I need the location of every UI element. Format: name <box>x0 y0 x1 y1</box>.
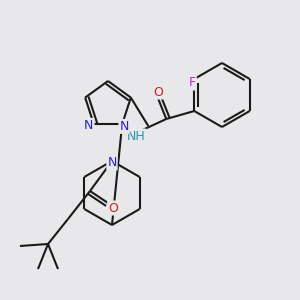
Text: N: N <box>84 119 94 132</box>
Text: NH: NH <box>127 130 146 142</box>
Text: F: F <box>189 76 196 89</box>
Text: O: O <box>108 202 118 214</box>
Text: O: O <box>153 85 163 98</box>
Text: N: N <box>107 157 117 169</box>
Text: N: N <box>119 120 129 133</box>
